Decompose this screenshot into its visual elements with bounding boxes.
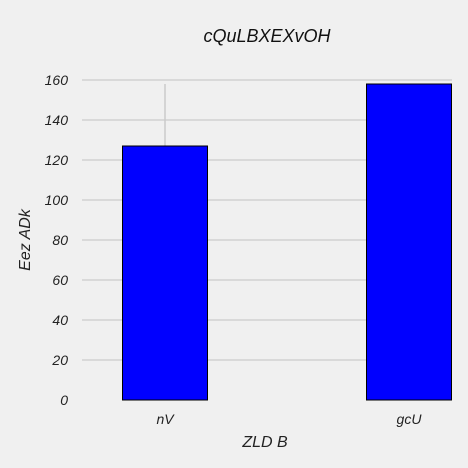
y-tick-label: 0 — [60, 392, 68, 408]
x-axis-label: ZLD B — [241, 434, 288, 451]
x-tick-label: nV — [156, 411, 175, 427]
y-tick-label: 120 — [45, 152, 69, 168]
bar-gcU — [366, 83, 452, 401]
y-tick-label: 160 — [45, 72, 69, 88]
y-tick-label: 60 — [52, 272, 68, 288]
y-tick-labels: 0 20 40 60 80 100 120 140 160 — [45, 72, 69, 408]
chart-title: cQuLBXEXvOH — [203, 26, 331, 46]
x-tick-label: gcU — [397, 411, 423, 427]
y-tick-label: 80 — [52, 232, 68, 248]
bar-nV — [122, 145, 208, 401]
y-axis-label: Eez ADk — [17, 208, 34, 271]
y-tick-label: 100 — [45, 192, 69, 208]
bars — [122, 83, 452, 401]
y-tick-label: 20 — [51, 352, 68, 368]
y-tick-label: 140 — [45, 112, 69, 128]
y-tick-label: 40 — [52, 312, 68, 328]
x-tick-labels: nV gcU — [156, 411, 422, 427]
